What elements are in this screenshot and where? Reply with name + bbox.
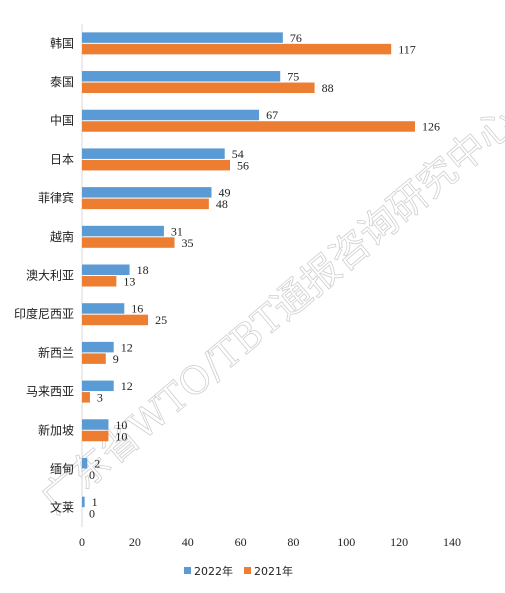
data-label: 56	[237, 158, 249, 172]
legend-swatch-2021	[244, 567, 251, 574]
x-tick-label: 0	[79, 535, 85, 549]
data-label: 0	[89, 507, 95, 521]
data-label: 126	[422, 120, 440, 134]
bar-2022	[82, 225, 164, 237]
x-tick-label: 60	[235, 535, 247, 549]
legend-label: 2021年	[254, 564, 293, 578]
bar-2021	[82, 43, 392, 55]
bar-2022	[82, 109, 260, 121]
x-tick-label: 80	[287, 535, 299, 549]
category-label: 印度尼西亚	[14, 306, 74, 321]
x-tick-label: 40	[182, 535, 194, 549]
category-label: 文莱	[50, 500, 74, 515]
bar-2022	[82, 457, 88, 469]
bar-2021	[82, 198, 209, 210]
data-label: 48	[216, 197, 228, 211]
category-label: 越南	[50, 229, 74, 244]
category-label: 日本	[50, 152, 74, 166]
bar-2021	[82, 276, 117, 287]
x-tick-label: 120	[390, 535, 408, 549]
category-label: 泰国	[50, 75, 74, 89]
data-label: 31	[171, 224, 183, 238]
category-label: 中国	[50, 113, 74, 128]
data-label: 3	[97, 391, 103, 405]
bar-2021	[82, 353, 106, 364]
data-label: 0	[89, 468, 95, 482]
data-label: 12	[121, 379, 133, 393]
category-label: 缅甸	[50, 462, 74, 476]
data-label: 75	[287, 70, 299, 84]
category-label: 马来西亚	[26, 385, 74, 399]
category-label: 新西兰	[38, 345, 74, 360]
bar-2022	[82, 187, 212, 198]
legend-swatch-2022	[184, 567, 191, 574]
bar-2021	[82, 392, 90, 403]
bar-2022	[82, 148, 225, 159]
category-label: 韩国	[50, 35, 74, 50]
category-label: 澳大利亚	[26, 269, 74, 283]
data-label: 54	[232, 147, 244, 161]
data-label: 18	[137, 263, 149, 277]
bar-2022	[82, 419, 109, 430]
bar-2022	[82, 496, 85, 508]
bar-2022	[82, 303, 125, 314]
data-label: 35	[182, 236, 194, 250]
data-label: 10	[115, 429, 127, 443]
category-label: 菲律宾	[38, 190, 74, 205]
category-label: 新加坡	[38, 422, 74, 437]
x-tick-label: 100	[337, 535, 355, 549]
data-label: 1	[92, 495, 98, 509]
bar-2021	[82, 82, 315, 94]
data-label: 88	[322, 81, 334, 95]
data-label: 13	[123, 275, 135, 289]
bar-2021	[82, 430, 109, 442]
bar-2021	[82, 121, 415, 132]
data-label: 16	[131, 302, 143, 316]
x-tick-label: 140	[443, 535, 461, 549]
data-label: 10	[115, 418, 127, 432]
x-tick-label: 20	[129, 535, 141, 549]
bar-2022	[82, 71, 281, 82]
bar-2021	[82, 159, 230, 171]
data-label: 49	[219, 186, 231, 200]
bar-2021	[82, 237, 175, 248]
data-label: 117	[398, 42, 416, 56]
data-label: 12	[121, 340, 133, 354]
data-label: 76	[290, 31, 302, 45]
data-label: 9	[113, 352, 119, 366]
legend: 2022年 2021年	[184, 564, 293, 578]
legend-label: 2022年	[194, 564, 233, 578]
bar-2021	[82, 314, 149, 326]
bar-2022	[82, 380, 114, 392]
data-label: 67	[266, 108, 278, 122]
data-label: 25	[155, 313, 167, 327]
bar-2022	[82, 341, 114, 353]
data-label: 2	[94, 456, 100, 470]
bar-2022	[82, 264, 130, 275]
bar-2022	[82, 32, 283, 43]
